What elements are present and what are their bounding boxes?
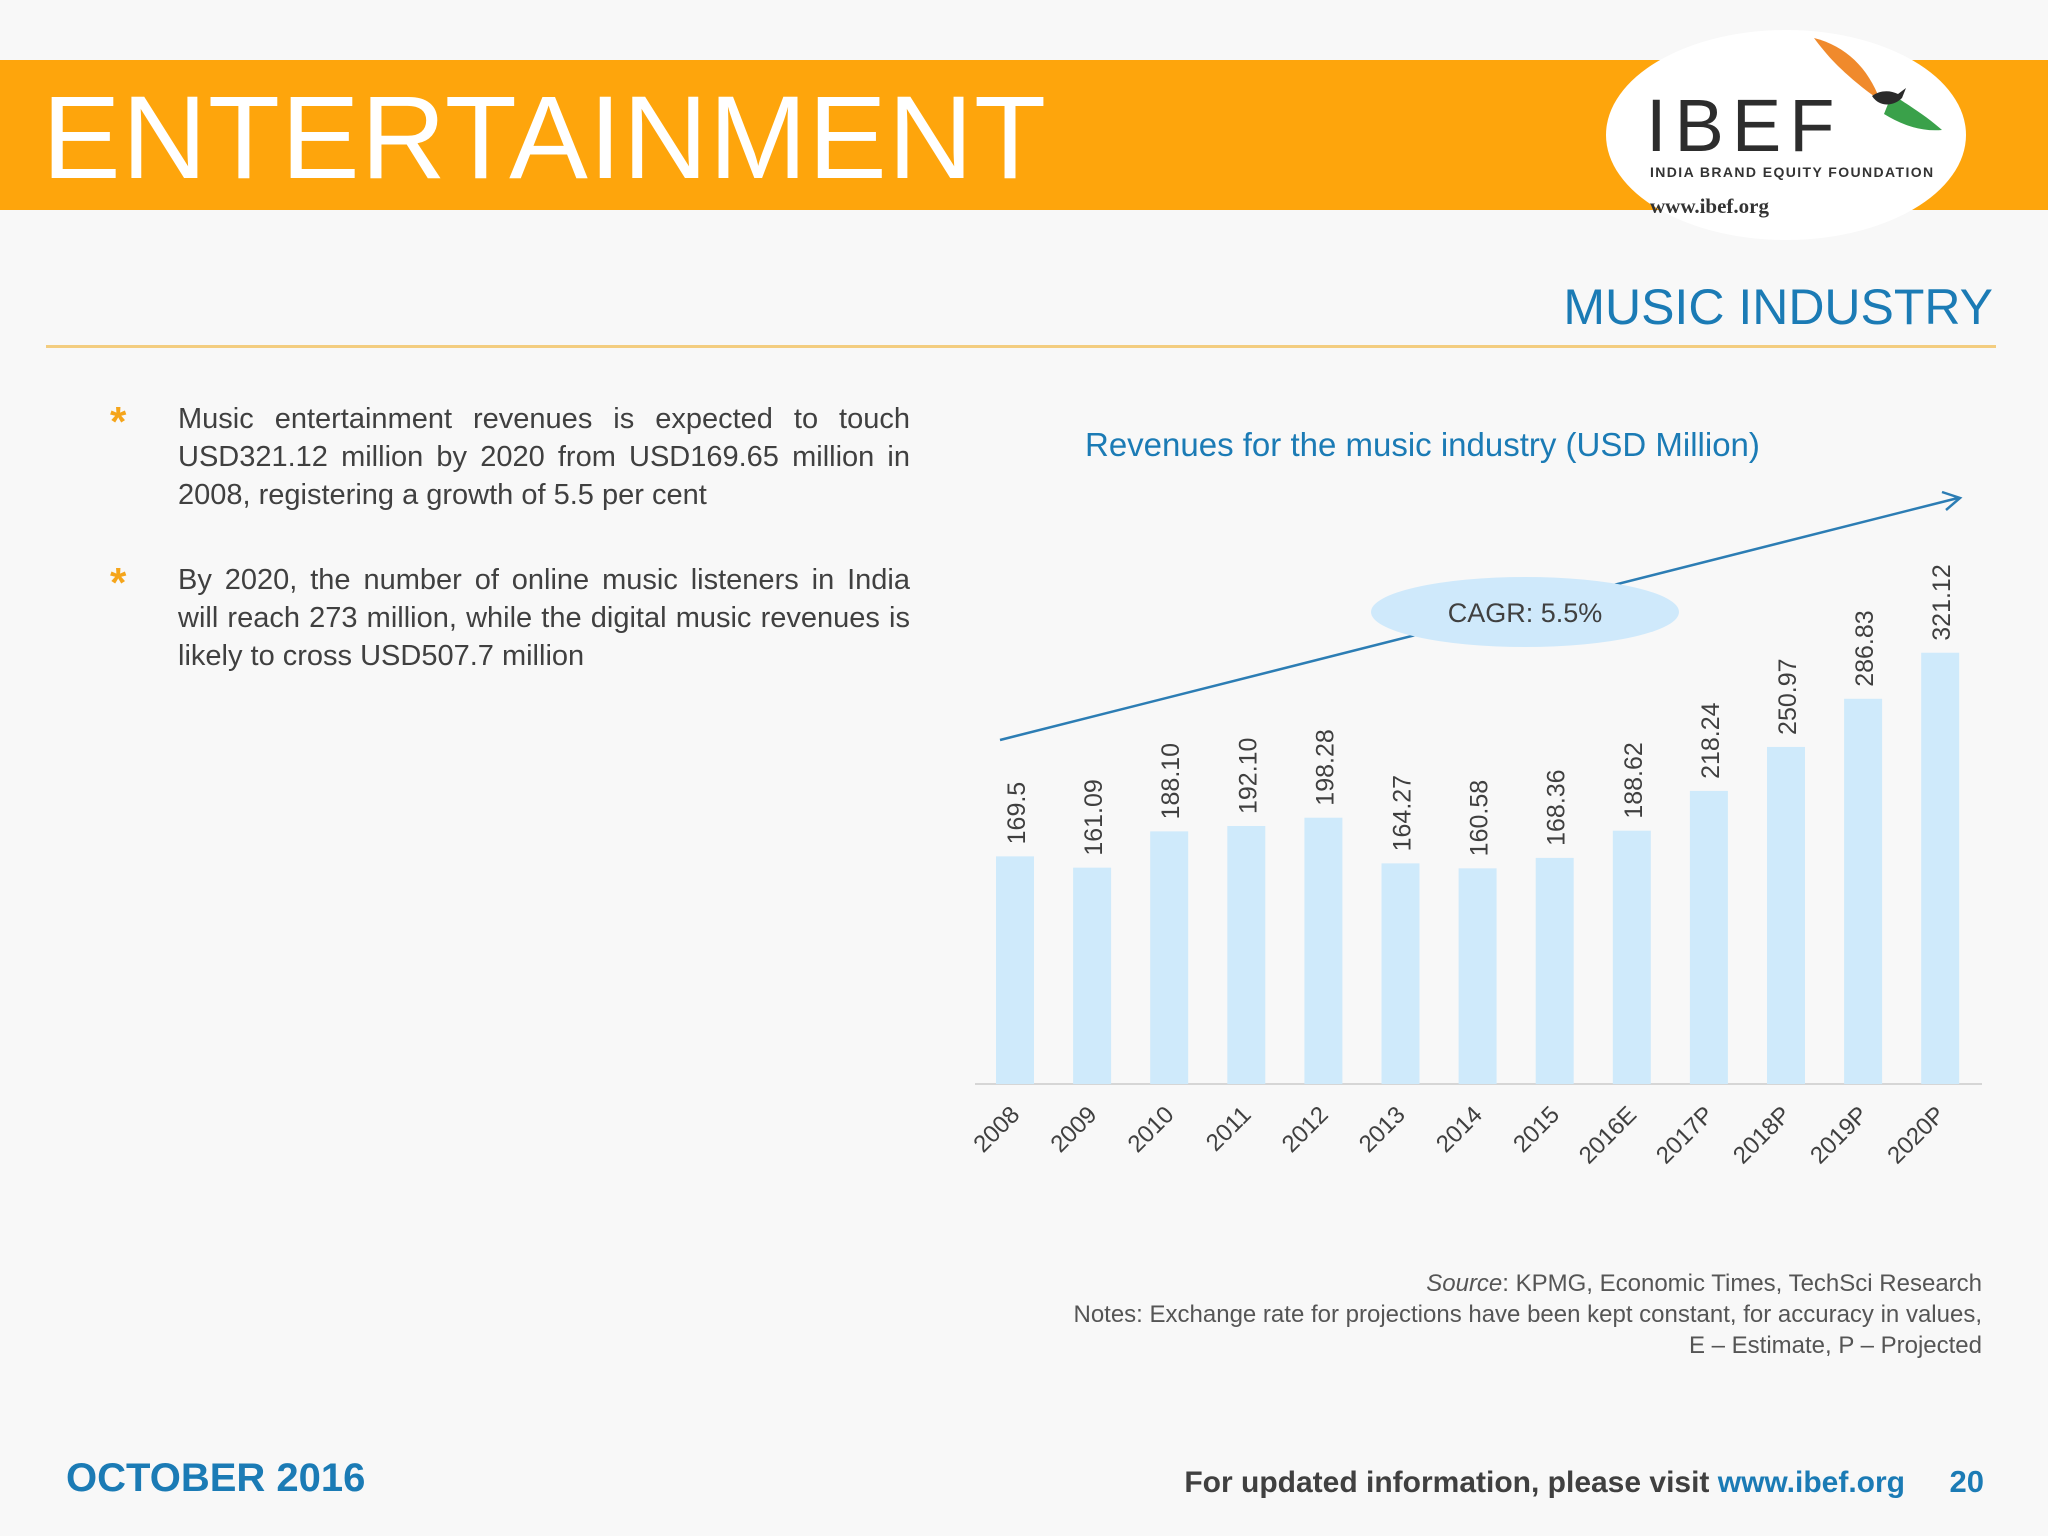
x-tick-label: 2019P [1805,1101,1873,1169]
bar [1381,863,1420,1084]
bar [1227,826,1266,1084]
data-label: 168.36 [1543,769,1571,845]
bar [1689,790,1728,1084]
bullet-text: By 2020, the number of online music list… [178,564,910,672]
x-tick-label: 2011 [1201,1101,1257,1157]
data-label: 218.24 [1697,702,1725,779]
chart-title: Revenues for the music industry (USD Mil… [1085,426,1760,463]
logo-url[interactable]: www.ibef.org [1650,194,1769,218]
data-label: 321.12 [1928,564,1956,640]
data-label: 169.5 [1003,782,1031,845]
x-tick-label: 2012 [1277,1101,1334,1158]
section-divider [46,345,1996,348]
x-tick-label: 2009 [1045,1101,1102,1158]
source-line: Source: KPMG, Economic Times, TechSci Re… [1073,1268,1982,1299]
logo-backdrop [1606,30,1966,240]
x-tick-label: 2008 [968,1101,1025,1158]
bar [1073,867,1112,1084]
footer-visit: For updated information, please visit ww… [1184,1466,1905,1500]
trend-arrowhead-icon [1941,490,1963,511]
data-label: 161.09 [1080,779,1108,855]
data-label: 188.10 [1157,743,1185,819]
logo-wordmark: IBEF [1646,84,1843,167]
notes-line: Notes: Exchange rate for projections hav… [1073,1301,1982,1328]
bar [1150,831,1189,1084]
bullet-item: * Music entertainment revenues is expect… [110,398,910,514]
x-tick-label: 2010 [1123,1101,1180,1158]
data-label: 286.83 [1851,610,1879,686]
source-label: Source [1426,1270,1503,1297]
data-label: 198.28 [1311,729,1339,805]
page-title: ENTERTAINMENT [42,72,1048,204]
bar [1767,746,1805,1084]
bar [1304,817,1343,1084]
x-tick-label: 2017P [1651,1101,1719,1169]
section-title: MUSIC INDUSTRY [1563,279,1993,335]
x-tick-label: 2013 [1354,1101,1411,1158]
data-label: 160.58 [1466,780,1494,856]
footer-date: OCTOBER 2016 [66,1456,366,1500]
cagr-annotation: CAGR: 5.5% [1448,598,1603,628]
x-tick-label: 2015 [1508,1101,1565,1158]
asterisk-bullet-icon: * [110,398,127,445]
source-note: Source: KPMG, Economic Times, TechSci Re… [1073,1268,1982,1361]
bar [1458,868,1497,1084]
source-text: : KPMG, Economic Times, TechSci Research [1502,1270,1982,1297]
x-tick-label: 2018P [1728,1101,1796,1169]
notes-line: E – Estimate, P – Projected [1688,1332,1982,1359]
data-label: 164.27 [1389,775,1417,851]
logo-tagline: INDIA BRAND EQUITY FOUNDATION [1650,164,1935,180]
bird-logo-icon [1814,38,1942,131]
x-tick-label: 2020P [1882,1101,1950,1169]
footer-visit-text: For updated information, please visit [1184,1466,1710,1499]
bar [1921,652,1960,1084]
footer-link[interactable]: www.ibef.org [1717,1466,1905,1499]
bar [996,856,1034,1084]
x-tick-label: 2016E [1574,1101,1642,1169]
page-number: 20 [1949,1464,1984,1499]
data-label: 188.62 [1620,742,1648,818]
asterisk-bullet-icon: * [110,559,127,606]
bullet-text: Music entertainment revenues is expected… [178,403,910,511]
bar [1612,830,1651,1084]
bar [1535,857,1574,1084]
data-label: 192.10 [1234,738,1262,814]
bullet-item: * By 2020, the number of online music li… [110,559,910,675]
cagr-bubble [1371,577,1679,647]
x-tick-label: 2014 [1431,1101,1488,1158]
data-label: 250.97 [1774,658,1802,734]
bar [1844,698,1883,1084]
